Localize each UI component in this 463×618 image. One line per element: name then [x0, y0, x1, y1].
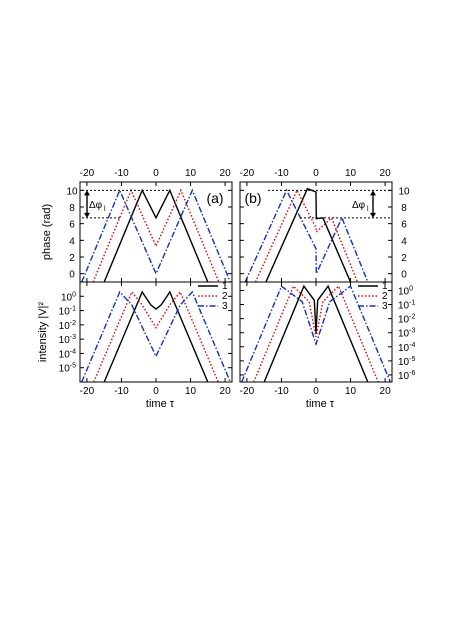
legend-label-3: 3: [382, 301, 388, 312]
y-tick-label: 10-2: [59, 320, 76, 332]
series-1-line: [263, 284, 369, 382]
series-1-line: [103, 188, 209, 282]
x-tick-label-top: -20: [80, 168, 95, 179]
x-axis-title: time τ: [306, 398, 335, 410]
x-tick-label: 10: [345, 386, 357, 397]
x-tick-label-top: 20: [220, 168, 232, 179]
x-tick-label: -20: [80, 386, 95, 397]
legend-label-a-1: 1: [222, 281, 228, 292]
y-tick-label: 10-4: [59, 348, 76, 360]
x-tick-label: -10: [114, 386, 129, 397]
y-tick-label: 10-1: [398, 300, 415, 312]
x-tick-label: -20: [240, 386, 255, 397]
legend-label-a-3: 3: [222, 301, 228, 312]
x-tick-label-top: 10: [345, 168, 357, 179]
legend-label-2: 2: [382, 291, 388, 302]
x-tick-label: 0: [153, 386, 159, 397]
x-tick-label-top: 20: [380, 168, 392, 179]
series-2-line: [93, 290, 219, 382]
y-tick-label: 10-1: [59, 306, 76, 318]
x-tick-label-top: 0: [313, 168, 319, 179]
annotation-arrowhead: [84, 190, 90, 196]
x-tick-label: 10: [185, 386, 197, 397]
series-3-line: [241, 285, 391, 382]
y-tick-label: 6: [401, 220, 407, 231]
panel-3: 10-5 10-4 10-3 10-2 10-1 100 intensity |V|²: [37, 281, 233, 383]
x-tick-label-top: 0: [153, 168, 159, 179]
series-3-line: [244, 188, 369, 282]
y-tick-label: 10-3: [398, 328, 415, 340]
x-tick-label-top: -20: [240, 168, 255, 179]
series-1-line: [265, 187, 352, 282]
series-2-line: [92, 188, 220, 282]
y-tick-label: 4: [69, 236, 75, 247]
y-tick-label: 2: [401, 253, 407, 264]
y-tick-label: 10-4: [398, 342, 415, 354]
x-axis-title: time τ: [146, 398, 175, 410]
y-tick-label: 10-2: [398, 314, 415, 326]
x-tick-label-top: -10: [274, 168, 289, 179]
y-tick-label: 10-6: [398, 370, 415, 382]
panel-4: 10-6 10-5 10-4 10-3 10-2 10-1 100: [239, 281, 415, 383]
series-1-line: [103, 290, 209, 382]
y-tick-label: 10: [66, 186, 78, 197]
y-tick-label: 10-5: [398, 356, 415, 368]
y-tick-label: 100: [61, 291, 76, 303]
y-tick-label: 10-3: [59, 334, 76, 346]
panel-2: Δφ l: [239, 181, 393, 283]
annotation-delta-phi: Δφ: [352, 200, 366, 211]
series-2-line: [253, 284, 379, 382]
x-tick-label: 20: [380, 386, 392, 397]
legend-label-a-2: 2: [222, 291, 228, 302]
x-tick-label: 0: [313, 386, 319, 397]
x-tick-label: -10: [274, 386, 289, 397]
x-tick-label: 20: [220, 386, 232, 397]
y-tick-label: 10: [398, 186, 410, 197]
series-2-line: [254, 188, 359, 282]
annotation-subscript: l: [104, 206, 106, 213]
series-3-line: [81, 188, 231, 282]
panel-label: (a): [206, 190, 223, 206]
y-tick-label: 100: [398, 285, 413, 297]
y-tick-label: 10-5: [59, 363, 76, 375]
y-tick-label: 0: [69, 270, 75, 281]
x-tick-label-top: -10: [114, 168, 129, 179]
x-tick-label-top: 10: [185, 168, 197, 179]
annotation-arrowhead: [84, 212, 90, 218]
y-tick-label: 0: [401, 270, 407, 281]
annotation-arrowhead: [370, 190, 376, 196]
y-axis-title: phase (rad): [41, 204, 53, 260]
y-tick-label: 6: [69, 220, 75, 231]
y-axis-title: intensity |V|²: [37, 302, 49, 362]
y-tick-label: 4: [401, 236, 407, 247]
y-tick-label: 2: [69, 253, 75, 264]
y-tick-label: 8: [401, 203, 407, 214]
legend-label-1: 1: [382, 281, 388, 292]
y-tick-label: 8: [69, 203, 75, 214]
panel-label: (b): [244, 190, 261, 206]
annotation-subscript: l: [367, 206, 369, 213]
annotation-arrowhead: [370, 212, 376, 218]
annotation-delta-phi: Δφ: [89, 200, 103, 211]
series-3-line: [81, 290, 231, 382]
panel-1: phase (rad) Δφ l: [41, 181, 233, 283]
